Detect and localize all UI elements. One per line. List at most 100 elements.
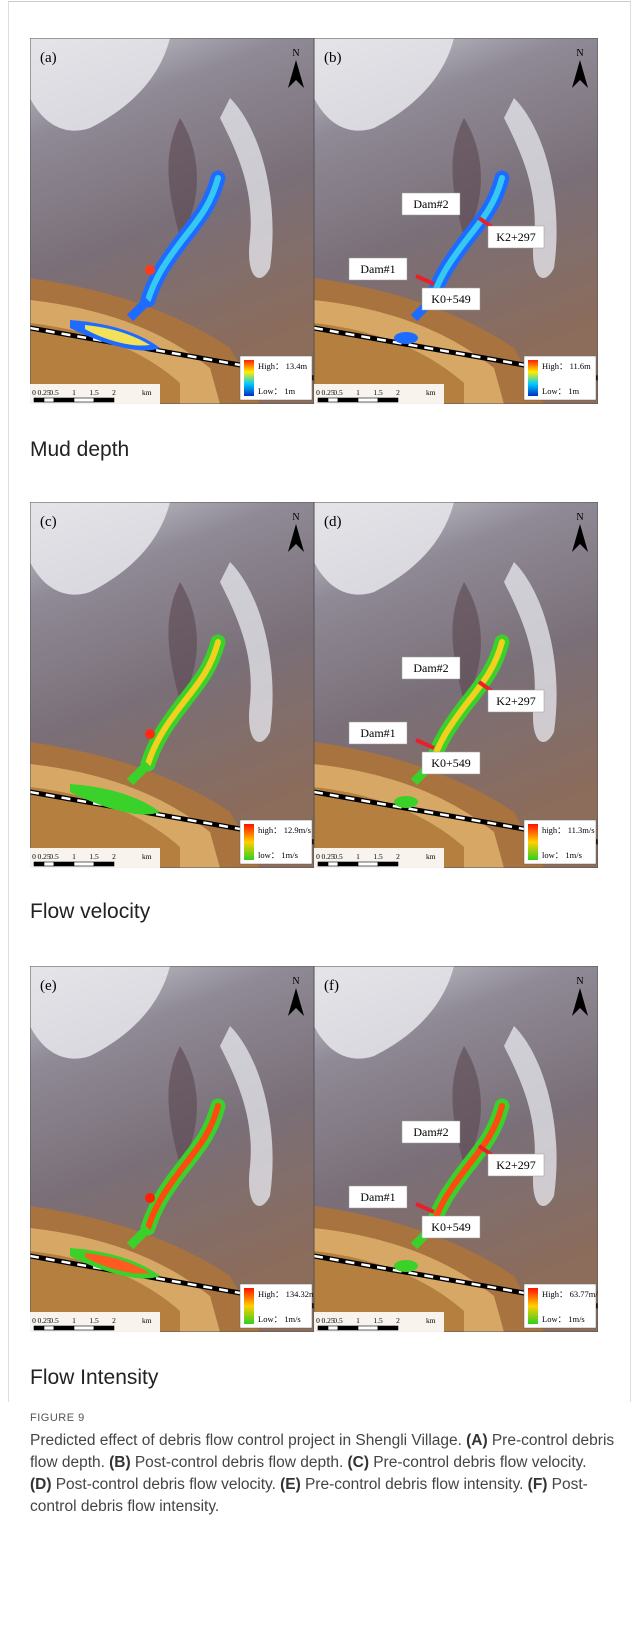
legend-high: high： 12.9m/s bbox=[258, 825, 311, 835]
legend-low: low： 1m/s bbox=[258, 850, 298, 860]
scale-segment bbox=[318, 862, 328, 866]
panel-label: (e) bbox=[40, 978, 57, 994]
north-label: N bbox=[576, 48, 583, 59]
scale-label: 1 bbox=[356, 1316, 360, 1325]
scale-segment bbox=[44, 398, 54, 402]
scale-label: 0 bbox=[32, 388, 36, 397]
scale-label: 2 bbox=[396, 1316, 400, 1325]
scale-label: 0 bbox=[32, 852, 36, 861]
figure-caption: Predicted effect of debris flow control … bbox=[30, 1430, 615, 1518]
north-label: N bbox=[292, 48, 299, 59]
panel-label: (b) bbox=[324, 50, 342, 66]
annotation-label: K2+297 bbox=[496, 1158, 535, 1172]
panel-heading: Flow Intensity bbox=[30, 1366, 158, 1390]
annotation-label: K2+297 bbox=[496, 694, 535, 708]
scale-label: 0 bbox=[32, 1316, 36, 1325]
scale-segment bbox=[358, 862, 378, 866]
scale-segment bbox=[74, 398, 94, 402]
flow-hotspot bbox=[145, 1193, 155, 1203]
north-label: N bbox=[576, 512, 583, 523]
legend-high: High： 11.6m bbox=[542, 361, 591, 371]
scale-label: 0.5 bbox=[333, 852, 343, 861]
scale-segment bbox=[54, 1326, 74, 1330]
scale-segment bbox=[358, 398, 378, 402]
scale-label: km bbox=[142, 852, 152, 861]
scale-label: 2 bbox=[112, 1316, 116, 1325]
caption-panel-ref: (D) bbox=[30, 1476, 52, 1493]
legend-high: high： 11.3m/s bbox=[542, 825, 595, 835]
map: Dam#2K2+297Dam#1K0+549(d)Nhigh： 11.3m/sl… bbox=[314, 502, 598, 868]
annotation-label: Dam#2 bbox=[413, 661, 448, 675]
annotation-label: Dam#1 bbox=[360, 262, 395, 276]
legend-low: Low： 1m/s bbox=[258, 1314, 301, 1324]
scale-label: 2 bbox=[396, 388, 400, 397]
scale-segment bbox=[34, 398, 44, 402]
caption-text: Post-control debris flow velocity. bbox=[56, 1476, 276, 1493]
caption-panel-ref: (F) bbox=[528, 1476, 548, 1493]
scale-segment bbox=[44, 862, 54, 866]
scale-segment bbox=[338, 398, 358, 402]
flow-hotspot bbox=[145, 729, 155, 739]
flow-fan bbox=[394, 796, 418, 808]
scale-label: 0.5 bbox=[49, 388, 59, 397]
scale-label: 0.5 bbox=[49, 852, 59, 861]
scale-label: 1.5 bbox=[373, 1316, 383, 1325]
panel-label: (c) bbox=[40, 514, 57, 530]
scale-segment bbox=[74, 1326, 94, 1330]
scale-label: km bbox=[426, 388, 436, 397]
scale-segment bbox=[94, 1326, 114, 1330]
north-label: N bbox=[292, 512, 299, 523]
annotation-label: Dam#1 bbox=[360, 1190, 395, 1204]
scale-segment bbox=[378, 398, 398, 402]
figure-panel: (a)NHigh： 13.4mLow： 1m00.250.511.52kmDam… bbox=[30, 38, 598, 404]
scale-label: 2 bbox=[112, 388, 116, 397]
legend-low: Low： 1m bbox=[542, 386, 579, 396]
page: (a)NHigh： 13.4mLow： 1m00.250.511.52kmDam… bbox=[0, 0, 638, 1626]
flow-hotspot bbox=[145, 265, 155, 275]
map: Dam#2K2+297Dam#1K0+549(b)NHigh： 11.6mLow… bbox=[314, 38, 598, 404]
scale-label: 1.5 bbox=[89, 1316, 99, 1325]
scale-label: km bbox=[426, 1316, 436, 1325]
scale-segment bbox=[338, 862, 358, 866]
caption-text: Pre-control debris flow velocity. bbox=[373, 1454, 586, 1471]
scale-segment bbox=[328, 862, 338, 866]
scale-label: 1 bbox=[72, 852, 76, 861]
scale-segment bbox=[54, 862, 74, 866]
caption-panel-ref: (C) bbox=[348, 1454, 370, 1471]
flow-fan bbox=[394, 332, 418, 344]
annotation-label: K2+297 bbox=[496, 230, 535, 244]
scale-label: 0.5 bbox=[333, 388, 343, 397]
caption-panel-ref: (E) bbox=[280, 1476, 301, 1493]
legend-ramp bbox=[528, 360, 538, 396]
legend-low: low： 1m/s bbox=[542, 850, 582, 860]
scale-label: 0.5 bbox=[49, 1316, 59, 1325]
caption-text: Predicted effect of debris flow control … bbox=[30, 1432, 462, 1449]
scale-label: 0 bbox=[316, 388, 320, 397]
scale-segment bbox=[44, 1326, 54, 1330]
north-label: N bbox=[576, 976, 583, 987]
scale-segment bbox=[328, 1326, 338, 1330]
scale-segment bbox=[338, 1326, 358, 1330]
scale-segment bbox=[328, 398, 338, 402]
scale-label: 0.5 bbox=[333, 1316, 343, 1325]
scale-label: 2 bbox=[396, 852, 400, 861]
annotation-label: Dam#2 bbox=[413, 197, 448, 211]
scale-label: km bbox=[142, 1316, 152, 1325]
panel-label: (f) bbox=[324, 978, 339, 994]
scale-label: 1 bbox=[356, 852, 360, 861]
north-label: N bbox=[292, 976, 299, 987]
scale-segment bbox=[34, 1326, 44, 1330]
scale-label: 1 bbox=[72, 388, 76, 397]
scale-label: km bbox=[426, 852, 436, 861]
scale-segment bbox=[74, 862, 94, 866]
panel-label: (d) bbox=[324, 514, 342, 530]
scale-label: 1 bbox=[356, 388, 360, 397]
legend-low: Low： 1m bbox=[258, 386, 295, 396]
legend-ramp bbox=[528, 824, 538, 860]
annotation-label: Dam#1 bbox=[360, 726, 395, 740]
scale-segment bbox=[94, 862, 114, 866]
caption-panel-ref: (B) bbox=[109, 1454, 131, 1471]
